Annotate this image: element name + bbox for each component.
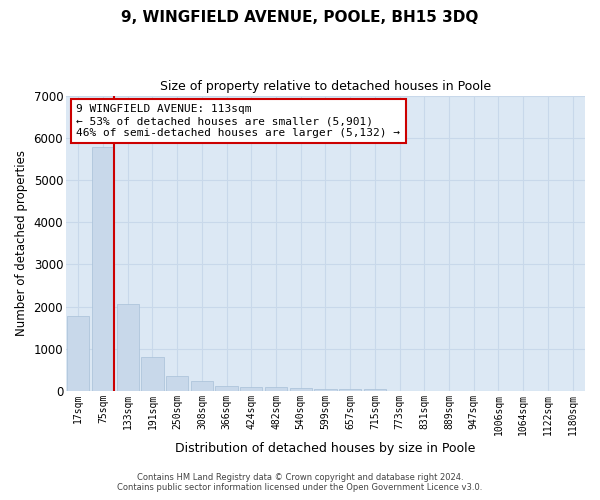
Text: 9, WINGFIELD AVENUE, POOLE, BH15 3DQ: 9, WINGFIELD AVENUE, POOLE, BH15 3DQ (121, 10, 479, 25)
Y-axis label: Number of detached properties: Number of detached properties (15, 150, 28, 336)
Bar (116, 304, 139, 391)
Text: Contains HM Land Registry data © Crown copyright and database right 2024.
Contai: Contains HM Land Registry data © Crown c… (118, 473, 482, 492)
Title: Size of property relative to detached houses in Poole: Size of property relative to detached ho… (160, 80, 491, 93)
Bar (314, 389, 337, 391)
Bar (339, 389, 361, 391)
Bar (166, 376, 188, 391)
Bar (215, 386, 238, 391)
Bar (240, 387, 262, 391)
Bar (290, 388, 312, 391)
Bar (142, 358, 164, 391)
Text: 9 WINGFIELD AVENUE: 113sqm
← 53% of detached houses are smaller (5,901)
46% of s: 9 WINGFIELD AVENUE: 113sqm ← 53% of deta… (76, 104, 400, 138)
Bar (92, 147, 114, 391)
Bar (67, 316, 89, 391)
X-axis label: Distribution of detached houses by size in Poole: Distribution of detached houses by size … (175, 442, 476, 455)
Bar (364, 390, 386, 391)
Bar (265, 387, 287, 391)
Bar (191, 382, 213, 391)
